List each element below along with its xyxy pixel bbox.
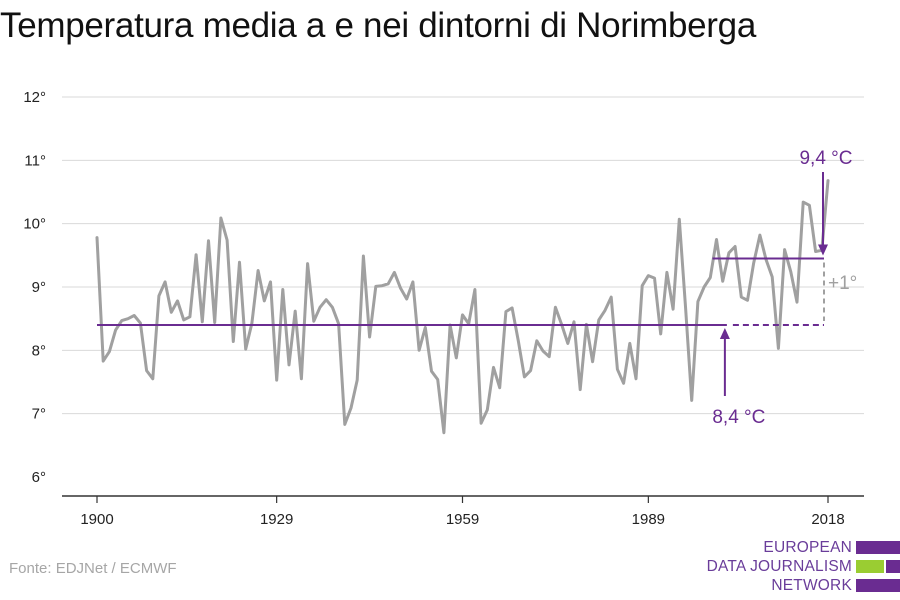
y-tick-label: 7° <box>32 406 46 423</box>
y-tick-label: 8° <box>32 342 46 359</box>
y-tick-label: 12° <box>23 89 46 106</box>
x-tick-label: 1959 <box>446 511 479 528</box>
logo-bar-3 <box>856 579 900 592</box>
gridlines <box>62 96 864 415</box>
source-note: Fonte: EDJNet / ECMWF <box>9 560 177 577</box>
logo-line-3: NETWORK <box>771 577 852 594</box>
y-axis-tick-labels: 6° 7° 8° 9° 10° 11° 12° <box>23 89 46 486</box>
arrow-head-8-4 <box>719 328 730 339</box>
y-tick-label: 6° <box>32 469 46 486</box>
edjnet-logo: EUROPEAN DATA JOURNALISM NETWORK <box>690 538 900 598</box>
annotation-label-8-4: 8,4 °C <box>712 407 765 428</box>
logo-bar-2-green <box>856 560 884 573</box>
x-tick-label: 1989 <box>632 511 665 528</box>
logo-bar-2 <box>856 560 900 573</box>
temperature-line <box>95 179 830 435</box>
logo-bar-2-purple <box>886 560 900 573</box>
y-tick-label: 9° <box>32 279 46 296</box>
temperature-series <box>95 179 830 435</box>
y-tick-label: 11° <box>24 152 46 169</box>
x-axis: 1900 1929 1959 1989 2018 <box>62 495 864 528</box>
y-tick-label: 10° <box>23 216 46 233</box>
chart-title: Temperatura media a e nei dintorni di No… <box>0 6 756 45</box>
logo-line-2: DATA JOURNALISM <box>706 558 852 575</box>
x-tick-label: 1929 <box>260 511 293 528</box>
annotation-label-difference: +1° <box>828 273 857 294</box>
annotation-label-9-4: 9,4 °C <box>799 148 852 169</box>
x-tick-label: 1900 <box>80 511 113 528</box>
annotations: 8,4 °C 9,4 °C +1° <box>712 148 857 428</box>
logo-bar-1 <box>856 541 900 554</box>
reference-lines <box>97 257 824 326</box>
arrow-head-9-4 <box>818 244 828 256</box>
x-tick-label: 2018 <box>811 511 844 528</box>
logo-line-1: EUROPEAN <box>763 539 852 556</box>
